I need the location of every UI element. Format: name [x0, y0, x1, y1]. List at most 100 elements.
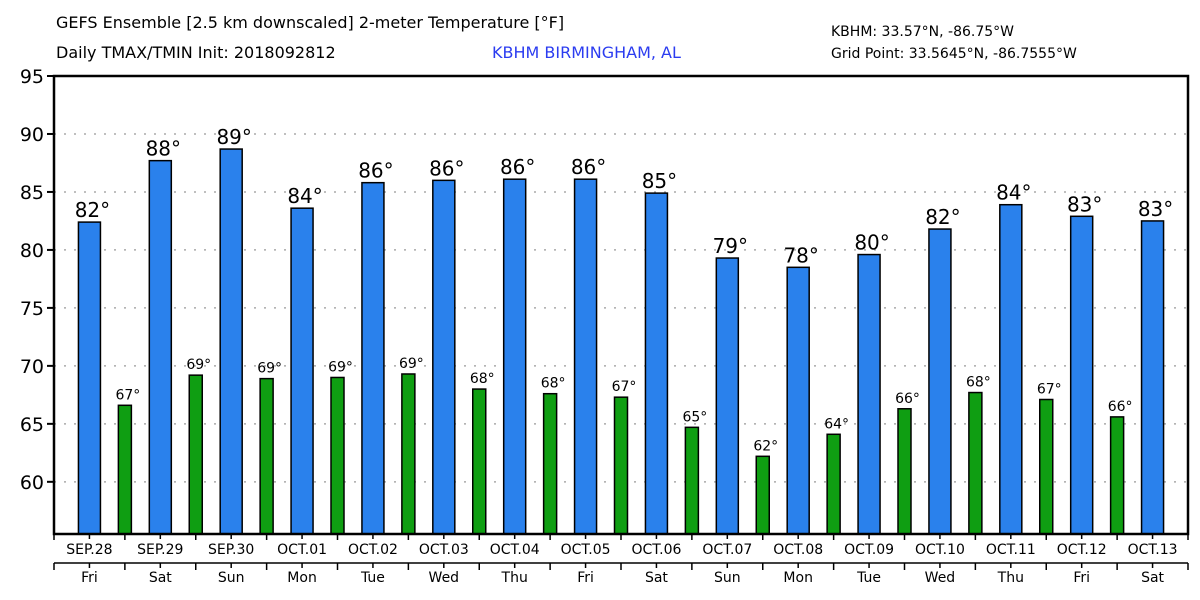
- y-tick-label: 90: [20, 124, 44, 146]
- x-weekday-label: Mon: [287, 570, 317, 586]
- y-tick-label: 65: [20, 414, 44, 436]
- x-date-label: OCT.11: [986, 542, 1036, 558]
- tmin-bar: [755, 455, 770, 535]
- chart-title: GEFS Ensemble [2.5 km downscaled] 2-mete…: [56, 13, 565, 32]
- x-weekday-label: Fri: [1073, 570, 1090, 586]
- tmin-label: 62°: [753, 438, 778, 454]
- x-date-label: SEP.29: [137, 542, 183, 558]
- tmin-bar: [684, 426, 700, 535]
- tmin-label: 69°: [399, 356, 424, 372]
- tmin-bar: [472, 388, 487, 535]
- tmax-label: 83°: [1067, 192, 1102, 216]
- tmin-label: 67°: [612, 379, 637, 395]
- tmax-label: 80°: [854, 231, 889, 255]
- tmin-bar: [968, 391, 983, 535]
- x-date-label: OCT.01: [277, 542, 327, 558]
- tmin-label: 65°: [682, 409, 707, 425]
- tmax-bar: [999, 203, 1023, 535]
- station-coords: KBHM: 33.57°N, -86.75°W: [831, 24, 1014, 40]
- tmin-label: 69°: [328, 359, 353, 375]
- tmax-label: 82°: [925, 205, 960, 229]
- x-date-label: OCT.10: [915, 542, 965, 558]
- y-tick-label: 85: [20, 182, 44, 204]
- x-date-label: OCT.03: [419, 542, 469, 558]
- tmax-bar: [502, 178, 527, 535]
- x-weekday-label: Sat: [1141, 570, 1164, 586]
- tmax-bar: [1140, 220, 1165, 535]
- tmin-label: 67°: [115, 387, 140, 403]
- tmin-label: 64°: [824, 416, 849, 432]
- x-date-label: OCT.13: [1128, 542, 1178, 558]
- tmin-label: 66°: [895, 391, 920, 407]
- x-weekday-label: Wed: [925, 570, 956, 586]
- tmax-bar: [857, 253, 881, 535]
- tmin-bar: [826, 433, 841, 535]
- tmin-bar: [188, 374, 203, 535]
- tmax-bar: [219, 148, 243, 535]
- x-weekday-label: Fri: [577, 570, 594, 586]
- y-tick-label: 80: [20, 240, 44, 262]
- tmin-label: 68°: [966, 375, 991, 391]
- x-weekday-label: Sun: [714, 570, 741, 586]
- tmax-bar: [148, 159, 173, 535]
- tmax-bar: [715, 257, 740, 535]
- tmax-label: 84°: [287, 184, 322, 208]
- tmin-bar: [897, 408, 912, 535]
- tmax-label: 82°: [75, 198, 110, 222]
- tmax-label: 89°: [216, 125, 251, 149]
- tmax-label: 88°: [146, 137, 181, 161]
- x-weekday-label: Thu: [501, 570, 528, 586]
- tmin-bar: [330, 376, 345, 535]
- x-date-label: OCT.12: [1057, 542, 1107, 558]
- tmin-label: 67°: [1037, 381, 1062, 397]
- tmin-bar: [542, 392, 558, 535]
- tmax-label: 79°: [713, 234, 748, 258]
- x-date-label: SEP.28: [66, 542, 112, 558]
- tmin-bar: [1039, 398, 1054, 535]
- tmax-label: 84°: [996, 181, 1031, 205]
- tmax-bar: [786, 266, 810, 535]
- grid-point-coords: Grid Point: 33.5645°N, -86.7555°W: [831, 46, 1077, 62]
- tmax-bar: [290, 207, 314, 535]
- y-tick-label: 95: [20, 66, 44, 88]
- tmax-bar: [644, 192, 669, 535]
- tmax-label: 86°: [358, 159, 393, 183]
- tmin-label: 68°: [470, 371, 495, 387]
- tmax-label: 85°: [642, 169, 677, 193]
- y-tick-label: 60: [20, 472, 44, 494]
- tmin-label: 69°: [186, 357, 211, 373]
- tmin-bar: [259, 377, 274, 535]
- tmax-bar: [432, 179, 456, 535]
- tmin-label: 66°: [1108, 399, 1133, 415]
- tmax-label: 86°: [571, 155, 606, 179]
- x-date-label: SEP.30: [208, 542, 254, 558]
- tmax-bar: [928, 228, 952, 535]
- x-weekday-label: Sun: [218, 570, 245, 586]
- station-name: KBHM BIRMINGHAM, AL: [492, 43, 681, 62]
- tmin-bar: [117, 404, 133, 535]
- tmax-bar: [77, 221, 102, 535]
- tmax-label: 83°: [1138, 197, 1173, 221]
- chart-subtitle: Daily TMAX/TMIN Init: 2018092812: [56, 43, 336, 62]
- x-weekday-label: Wed: [429, 570, 460, 586]
- x-date-label: OCT.06: [631, 542, 681, 558]
- tmax-bar: [1069, 215, 1094, 535]
- x-date-label: OCT.07: [702, 542, 752, 558]
- tmax-label: 78°: [783, 243, 818, 267]
- x-date-label: OCT.09: [844, 542, 894, 558]
- x-weekday-label: Mon: [783, 570, 813, 586]
- x-weekday-label: Sat: [149, 570, 172, 586]
- tmax-bar: [361, 181, 385, 535]
- x-date-label: OCT.08: [773, 542, 823, 558]
- x-weekday-label: Sat: [645, 570, 668, 586]
- x-weekday-label: Fri: [81, 570, 98, 586]
- x-date-label: OCT.05: [561, 542, 611, 558]
- y-tick-label: 70: [20, 356, 44, 378]
- tmin-bar: [1109, 416, 1125, 535]
- tmin-label: 68°: [541, 376, 566, 392]
- tmin-label: 69°: [257, 361, 282, 377]
- x-weekday-label: Tue: [856, 570, 881, 586]
- x-date-label: OCT.02: [348, 542, 398, 558]
- tmin-bar: [613, 396, 629, 535]
